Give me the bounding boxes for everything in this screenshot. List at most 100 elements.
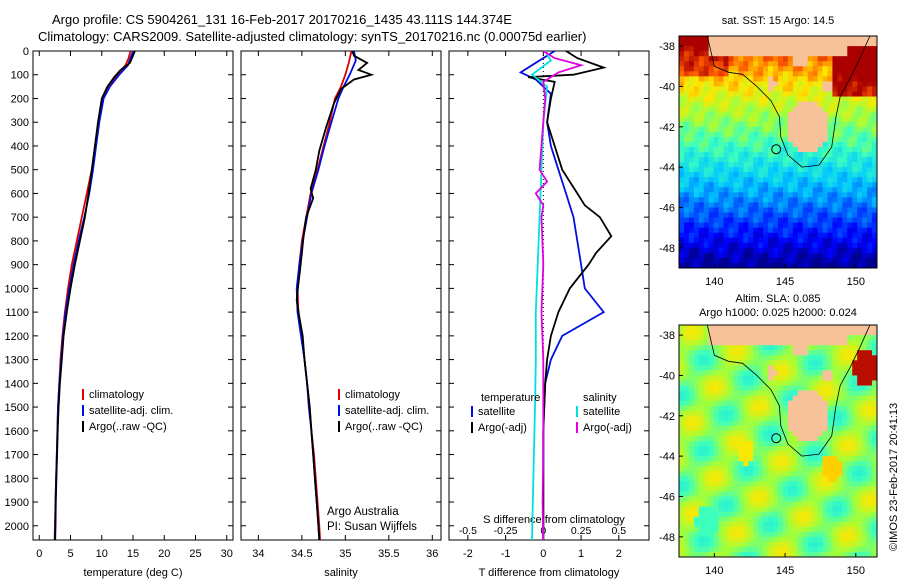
map-cell [857,242,863,249]
map-cell [862,192,868,198]
map-cell [753,116,759,123]
map-cell [728,61,735,67]
map-cell [683,162,690,168]
map-cell [743,202,749,209]
map-cell [738,136,744,143]
map-cell [758,197,764,204]
map-cell [778,521,784,528]
map-cell [753,451,759,457]
map-cell [738,66,744,72]
map-cell [743,81,749,88]
map-cell [827,61,834,67]
map-cell [708,36,715,42]
map-cell [713,415,720,422]
map-cell [847,61,853,67]
map-cell [842,350,848,356]
map-cell [758,227,764,234]
map-cell [738,541,744,548]
map-cell [857,420,863,427]
map-cell [738,521,744,528]
map-cell [723,252,730,259]
map-cell [763,101,769,108]
map-cell [773,51,779,57]
y-tick-label: 700 [11,212,29,224]
map-cell [802,360,809,366]
map-cell [837,51,843,57]
map-cell [723,61,730,67]
map-cell [733,101,739,108]
map-cell [802,86,809,93]
map-cell [847,222,853,229]
map-cell [807,116,814,123]
map-cell [797,187,804,193]
map-cell [768,91,774,98]
map-cell [802,536,809,543]
map-cell [733,182,739,188]
map-cell [842,227,848,234]
map-cell [733,471,739,477]
map-cell [792,330,799,336]
map-cell [807,551,814,557]
map-cell [862,516,868,523]
map-cell [753,476,759,482]
map-cell [698,106,705,113]
map-cell [748,242,754,249]
map-cell [718,531,725,538]
map-cell [847,101,853,108]
map-cell [857,466,863,472]
map-cell [693,425,700,432]
map-cell [703,360,710,366]
map-cell [698,177,705,183]
map-cell [802,91,809,98]
map-cell [733,86,739,93]
map-cell [787,237,794,244]
map-cell [782,257,789,264]
map-cell [778,506,784,513]
map-cell [787,466,794,472]
map-cell [817,202,824,209]
map-cell [723,96,730,103]
map-cell [679,86,685,93]
map-cell [683,212,690,219]
map-cell [693,405,700,412]
map-cell [718,41,725,47]
map-cell [748,486,754,493]
map-cell [787,516,794,523]
map-cell [743,106,749,113]
map-cell [802,481,809,487]
map-cell [822,350,829,356]
map-cell [832,541,838,548]
map-cell [787,101,794,108]
map-cell [768,116,774,123]
map-cell [817,456,824,462]
map-cell [698,257,705,264]
map-cell [817,51,824,57]
map-cell [802,415,809,422]
map-cell [773,66,779,72]
map-cell [822,405,829,412]
map-cell [862,177,868,183]
map-cell [787,415,794,422]
map-cell [693,71,700,77]
map-cell [748,390,754,397]
map-cell [683,81,690,88]
map-cell [822,91,829,98]
map-cell [713,365,720,371]
map-cell [812,355,819,361]
map-cell [837,531,843,538]
climatology-title: Climatology: CARS2009. Satellite-adjuste… [38,29,587,44]
map-cell [718,207,725,214]
map-cell [862,217,868,224]
map-cell [748,385,754,392]
map-cell [743,350,749,356]
map-cell [728,121,735,128]
map-cell [812,146,819,153]
map-cell [748,435,754,442]
map-cell [847,546,853,553]
map-cell [723,516,730,523]
map-cell [748,335,754,341]
map-cell [693,536,700,543]
map-cell [807,46,814,52]
map-cell [733,521,739,528]
map-cell [688,355,695,361]
